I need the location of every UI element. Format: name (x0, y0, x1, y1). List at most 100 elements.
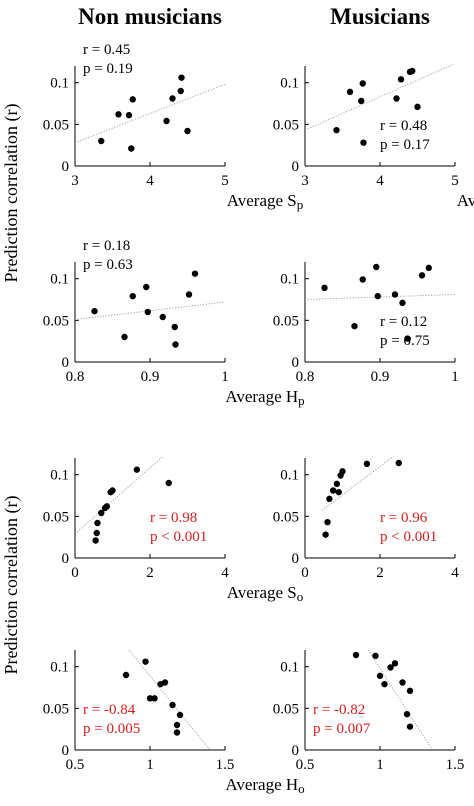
stats-label: p < 0.001 (380, 529, 437, 545)
y-tick-label: 0.05 (273, 701, 299, 717)
y-tick-label: 0 (292, 355, 300, 371)
data-point (372, 652, 379, 660)
stats-label: r = -0.82 (313, 702, 365, 718)
ylabel-top: Prediction correlation (r) (1, 104, 22, 283)
data-point (146, 695, 154, 702)
data-point (404, 335, 411, 342)
x-axis-label: Average Hp (225, 387, 304, 408)
x-tick-label: 1.5 (216, 757, 235, 773)
data-point (406, 68, 414, 76)
regression-line (305, 64, 455, 131)
data-point (128, 145, 135, 152)
x-tick-label: 4 (376, 173, 384, 189)
x-axis-label: Average Ho (225, 775, 304, 796)
data-point (399, 679, 406, 686)
x-tick-label: 0 (71, 565, 79, 581)
x-tick-label: 2 (146, 565, 154, 581)
stats-label: p = 0.63 (83, 257, 133, 273)
y-tick-label: 0.1 (280, 76, 299, 92)
data-point (352, 651, 360, 659)
stats-label: r = 0.48 (380, 118, 427, 134)
y-tick-label: 0 (62, 551, 70, 567)
data-point (172, 341, 179, 348)
data-point (374, 292, 381, 300)
x-tick-label: 1.5 (446, 757, 465, 773)
y-tick-label: 0.05 (273, 117, 299, 133)
data-point (173, 729, 181, 736)
y-tick-label: 0.1 (50, 272, 69, 288)
data-point (159, 313, 166, 321)
y-tick-label: 0.05 (43, 117, 69, 133)
data-point (169, 701, 176, 709)
data-point (143, 283, 150, 291)
data-point (161, 679, 169, 686)
panel-2: 3 4 5 0 0.05 0.1 r = 0.48 p = 0.17 Average Sp (273, 64, 474, 212)
x-tick-label: 1 (376, 757, 384, 773)
title-musicians: Musicians (330, 4, 430, 29)
data-point (109, 487, 116, 494)
panel-6: 0 2 4 0 0.05 0.1 r = 0.96 p < 0.001 (273, 456, 459, 581)
data-point (176, 711, 184, 719)
stats-label: r = 0.98 (150, 510, 197, 526)
y-tick-label: 0.05 (273, 509, 299, 525)
data-point (91, 307, 98, 315)
y-tick-label: 0.05 (273, 313, 299, 329)
data-point (321, 284, 328, 292)
x-tick-label: 2 (376, 565, 384, 581)
stats-label: r = 0.12 (380, 314, 427, 330)
data-point (324, 518, 331, 526)
x-tick-label: 0.5 (66, 757, 85, 773)
regression-line (321, 456, 395, 511)
y-tick-label: 0.05 (43, 313, 69, 329)
data-point (329, 487, 337, 494)
y-tick-label: 0.1 (50, 660, 69, 676)
x-axis-label: Average So (227, 583, 304, 604)
x-tick-label: 0.8 (66, 369, 85, 385)
data-point (381, 680, 388, 688)
y-tick-label: 0 (292, 743, 300, 759)
x-tick-label: 1 (451, 369, 459, 385)
data-point (169, 95, 176, 102)
data-point (144, 308, 151, 316)
data-point (376, 672, 384, 680)
x-tick-label: 0.8 (296, 369, 315, 385)
data-point (399, 299, 406, 307)
data-point (171, 323, 178, 331)
data-point (178, 74, 185, 81)
y-tick-label: 0.1 (50, 468, 69, 484)
y-tick-label: 0.1 (280, 272, 299, 288)
data-point (335, 488, 342, 496)
data-point (98, 509, 105, 517)
x-tick-label: 1 (146, 757, 154, 773)
data-point (406, 723, 414, 730)
data-point (191, 270, 199, 277)
x-tick-label: 0 (301, 565, 309, 581)
data-point (103, 503, 111, 510)
x-tick-label: 3 (71, 173, 79, 189)
data-point (391, 291, 399, 298)
ylabel-bottom: Prediction correlation (r) (1, 496, 22, 675)
data-point (403, 710, 411, 718)
title-non-musicians: Non musicians (78, 4, 222, 29)
data-point (322, 531, 329, 538)
data-point (406, 687, 414, 695)
y-tick-label: 0 (292, 551, 300, 567)
data-point (391, 660, 399, 667)
data-point (425, 264, 432, 272)
scatter-panels: 3 4 5 0 0.05 0.1 r = 0.45 p = 0.19 Average Sp 3 4 5… (43, 42, 474, 796)
x-tick-label: 5 (221, 173, 229, 189)
data-point (98, 137, 105, 145)
stats-label: r = 0.45 (83, 42, 130, 58)
data-point (142, 658, 149, 665)
data-point (339, 468, 346, 475)
data-point (351, 322, 358, 330)
data-point (94, 519, 101, 527)
data-point (151, 695, 158, 702)
data-point (333, 126, 340, 134)
stats-label: p = 0.75 (380, 333, 430, 349)
y-tick-label: 0.1 (50, 76, 69, 92)
y-tick-label: 0 (292, 159, 300, 175)
stats-label: r = -0.84 (83, 702, 136, 718)
x-axis-label: Average Sp (457, 191, 474, 212)
data-point (129, 96, 136, 103)
